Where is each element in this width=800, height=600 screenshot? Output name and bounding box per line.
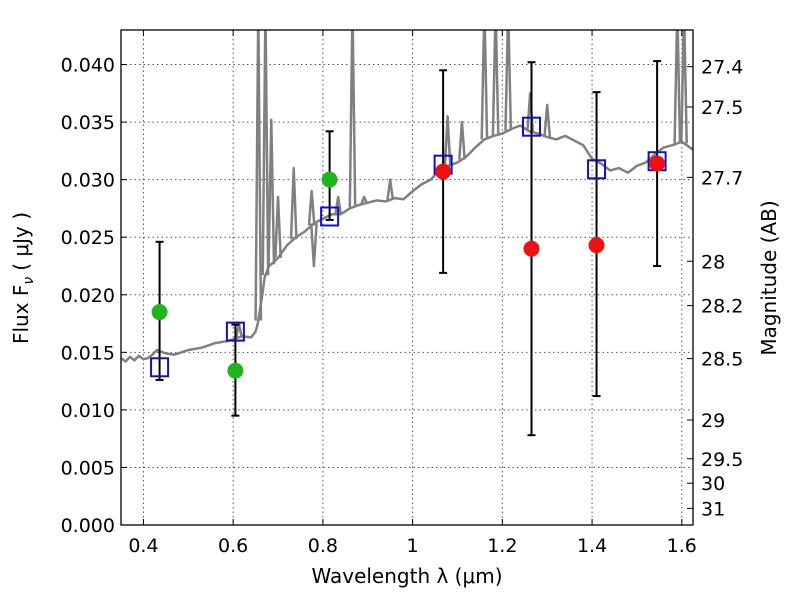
- green-point: [227, 362, 244, 379]
- spectrum-spike: [491, 30, 500, 136]
- y-axis-ticks: 0.000 0.005 0.010 0.015 0.020 0.025 0.030 0.035…: [61, 55, 127, 537]
- x-tick-label: 1.4: [577, 535, 607, 557]
- spectrum-spike: [543, 103, 552, 138]
- red-point: [588, 237, 605, 254]
- y-axis-title-main: Flux F: [9, 285, 33, 344]
- spectrum-spike: [680, 30, 688, 144]
- magnitude-tick-label: 30: [701, 473, 725, 495]
- spectrum-spike: [307, 189, 316, 226]
- y-tick-label: 0.010: [61, 400, 115, 422]
- spectrum-spike: [386, 178, 395, 200]
- magnitude-tick-label: 27.4: [701, 57, 743, 79]
- error-bars: [155, 60, 662, 437]
- spectrum-spike: [480, 30, 489, 140]
- magnitude-tick-label: 28.5: [701, 349, 743, 371]
- plot-data-area: [121, 30, 693, 363]
- y-tick-label: 0.020: [61, 285, 115, 307]
- red-point: [435, 163, 452, 180]
- x-tick-label: 0.4: [128, 535, 158, 557]
- x-tick-label: 0.8: [308, 535, 338, 557]
- magnitude-tick-label: 31: [701, 498, 725, 520]
- spectrum-spike: [261, 30, 270, 276]
- green-point: [321, 171, 338, 188]
- x-axis-title: Wavelength λ (μm): [311, 564, 502, 588]
- green-points: [151, 171, 338, 379]
- spectrum-spike: [458, 120, 466, 160]
- x-tick-label: 1.2: [487, 535, 517, 557]
- model-point-square: [320, 206, 340, 227]
- model-point-square: [225, 321, 245, 342]
- y-tick-label: 0.005: [61, 457, 115, 479]
- x-tick-label: 1: [407, 535, 419, 557]
- plot-frame: [120, 29, 694, 526]
- spectrum-spike: [360, 195, 369, 205]
- x-tick-label: 1.6: [667, 535, 697, 557]
- magnitude-tick-label: 29.5: [701, 449, 743, 471]
- red-point: [523, 240, 540, 257]
- green-point: [151, 304, 168, 321]
- y-tick-label: 0.015: [61, 342, 115, 364]
- magnitude-axis-title: Magnitude (AB): [757, 200, 781, 355]
- model-point-square: [150, 357, 170, 378]
- spectrum-spike: [673, 30, 682, 144]
- x-axis-ticks: 0.4 0.6 0.8 1 1.2 1.4 1.6: [128, 30, 697, 557]
- red-points: [435, 155, 666, 257]
- y-axis-title: Flux Fν ( μJy ): [9, 212, 37, 344]
- grid-lines: [121, 30, 693, 525]
- y-tick-label: 0.035: [61, 112, 115, 134]
- spectrum-spike: [348, 30, 357, 208]
- magnitude-tick-label: 28.2: [701, 296, 743, 318]
- magnitude-axis-ticks: 27.4 27.5 27.7 28 28.2 28.5 29 29.530 31: [687, 57, 743, 520]
- spectrum-spike: [289, 166, 298, 240]
- y-tick-label: 0.030: [61, 170, 115, 192]
- magnitude-tick-label: 29: [701, 410, 725, 432]
- spectrum-spike: [254, 30, 263, 321]
- x-tick-label: 0.6: [218, 535, 248, 557]
- y-tick-label: 0.025: [61, 227, 115, 249]
- magnitude-tick-label: 27.7: [701, 167, 743, 189]
- model-points: [150, 116, 667, 378]
- y-axis-title-unit: ( μJy ): [9, 212, 33, 271]
- spectrum-spike: [443, 115, 452, 167]
- spectrum-spike: [267, 118, 276, 265]
- model-point-square: [521, 116, 541, 137]
- model-spectrum-spikes: [235, 30, 688, 338]
- magnitude-tick-label: 28: [701, 251, 725, 273]
- spectrum-spike: [309, 223, 318, 268]
- spectrum-spike: [504, 30, 513, 131]
- magnitude-tick-label: 27.5: [701, 97, 743, 119]
- y-tick-label: 0.000: [61, 515, 115, 537]
- y-axis-title-sub: ν: [21, 277, 37, 285]
- model-spectrum-line: [121, 124, 693, 363]
- red-point: [649, 155, 666, 172]
- model-point-square: [587, 159, 607, 180]
- spectrum-spike: [274, 195, 282, 258]
- y-tick-label: 0.040: [61, 55, 115, 77]
